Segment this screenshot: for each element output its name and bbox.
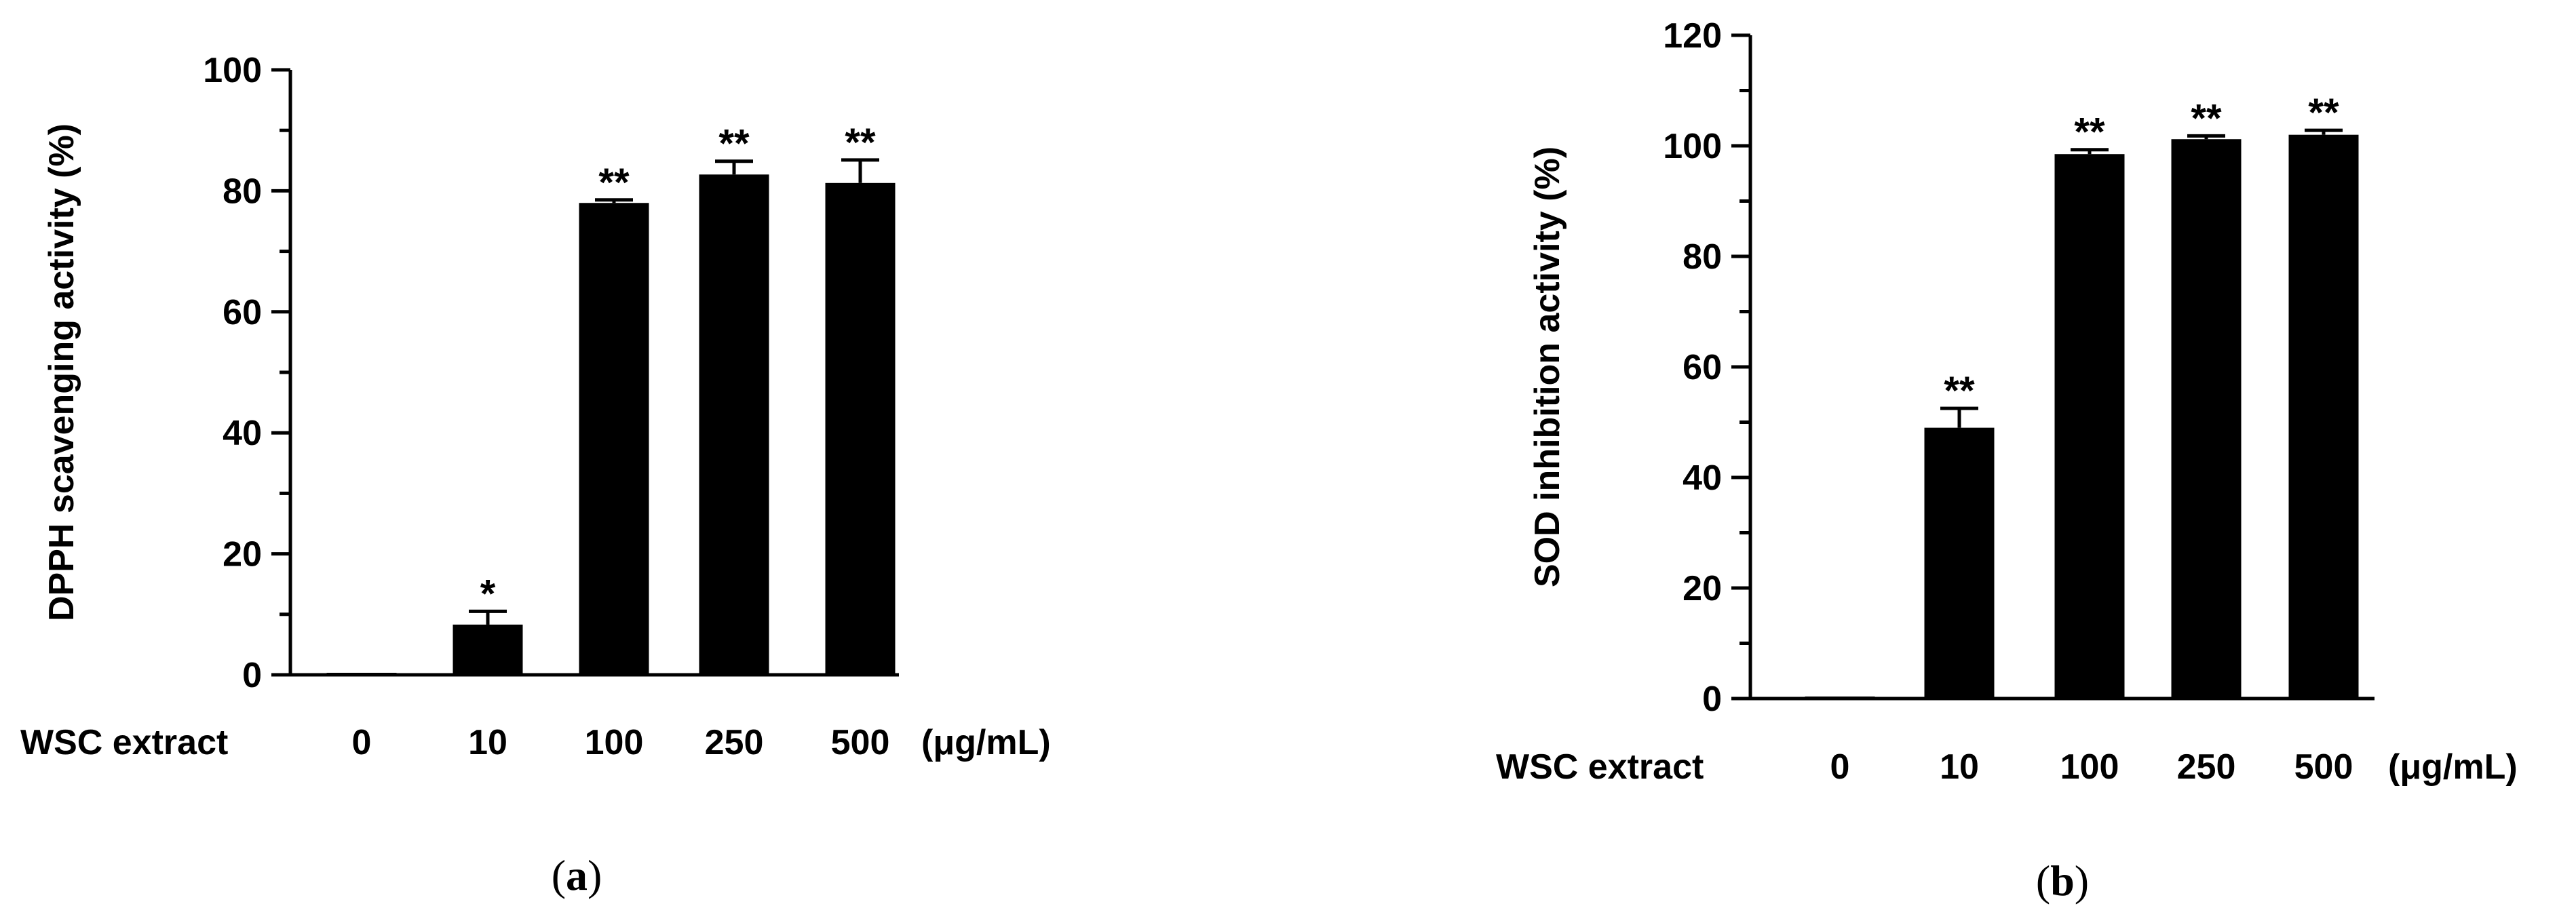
x-axis-title: WSC extract	[20, 723, 228, 762]
y-tick-label: 20	[1683, 569, 1722, 608]
y-tick-label: 0	[242, 656, 262, 695]
y-tick-label: 60	[223, 293, 262, 332]
significance-marker: **	[718, 122, 750, 166]
y-tick-label: 40	[223, 414, 262, 453]
significance-marker: **	[845, 121, 876, 165]
x-tick-label: 100	[2060, 747, 2119, 787]
panel-label-letter: b	[2050, 857, 2075, 905]
x-tick-label: 10	[468, 723, 507, 762]
x-axis-title: WSC extract	[1496, 747, 1704, 787]
bar-100	[2054, 154, 2125, 699]
bar-10	[1924, 427, 1995, 699]
x-axis-unit: (μg/mL)	[921, 723, 1051, 762]
x-tick-label: 250	[2177, 747, 2236, 787]
bar-250	[699, 174, 769, 675]
x-tick-label: 10	[1940, 747, 1979, 787]
x-tick-label: 100	[585, 723, 644, 762]
bar-100	[579, 203, 649, 675]
y-axis-title: SOD inhibition activity (%)	[1528, 146, 1567, 587]
panel-label-open-paren: (	[2036, 857, 2050, 905]
x-tick-label: 0	[1830, 747, 1850, 787]
bar-10	[453, 624, 523, 675]
panel-label-letter: a	[566, 851, 588, 899]
y-axis-title: DPPH scavenging activity (%)	[42, 123, 81, 621]
chart-panel-b: SOD inhibition activity (%) WSC extract …	[1496, 16, 2518, 905]
significance-marker: **	[1944, 369, 1975, 413]
x-tick-label: 500	[831, 723, 890, 762]
chart-panel-a: DPPH scavenging activity (%) WSC extract…	[20, 51, 1051, 899]
panel-label-open-paren: (	[552, 851, 566, 899]
panel-label: (b)	[2036, 857, 2089, 905]
x-tick-label: 500	[2294, 747, 2353, 787]
y-tick-label: 120	[1663, 16, 1722, 56]
panel-label: (a)	[552, 851, 602, 899]
significance-marker: **	[2308, 91, 2339, 135]
y-tick-label: 60	[1683, 348, 1722, 387]
panel-label-close-paren: )	[2075, 857, 2089, 905]
y-tick-label: 20	[223, 535, 262, 574]
bar-500	[825, 182, 896, 675]
bar-250	[2171, 139, 2242, 699]
y-tick-label: 100	[203, 51, 262, 90]
significance-marker: *	[480, 572, 496, 616]
bar-0	[326, 673, 397, 675]
bar-500	[2288, 134, 2359, 699]
significance-marker: **	[2074, 111, 2105, 155]
x-tick-label: 250	[705, 723, 764, 762]
panel-label-close-paren: )	[588, 851, 602, 899]
y-tick-label: 40	[1683, 458, 1722, 498]
significance-marker: **	[598, 161, 630, 205]
y-tick-label: 80	[1683, 237, 1722, 277]
significance-marker: **	[2191, 96, 2222, 140]
y-tick-label: 80	[223, 172, 262, 211]
x-tick-label: 0	[352, 723, 372, 762]
bar-0	[1805, 697, 1875, 699]
y-tick-label: 100	[1663, 127, 1722, 166]
x-axis-unit: (μg/mL)	[2388, 747, 2518, 787]
y-tick-label: 0	[1702, 680, 1722, 719]
